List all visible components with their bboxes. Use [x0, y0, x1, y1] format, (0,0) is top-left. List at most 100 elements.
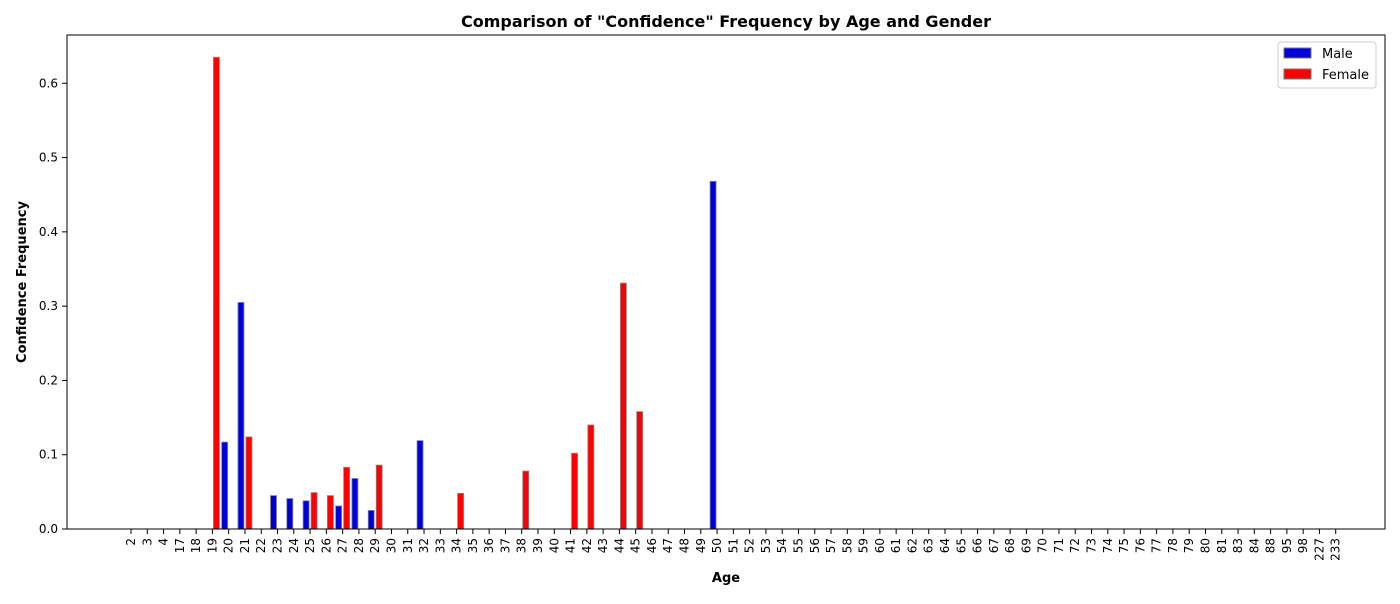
x-tick-label: 31 — [401, 538, 415, 553]
x-tick-label: 68 — [1003, 538, 1017, 553]
bar-male-25 — [302, 500, 310, 530]
bar-male-23 — [270, 495, 277, 530]
bar-female-26 — [326, 495, 334, 530]
x-tick-label: 33 — [433, 538, 447, 553]
x-tick-label: 70 — [1036, 538, 1050, 553]
bar-male-32 — [416, 440, 424, 530]
x-tick-label: 23 — [271, 538, 285, 553]
x-tick-label: 98 — [1296, 538, 1310, 553]
y-tick-label: 0.0 — [39, 522, 58, 536]
x-tick-label: 74 — [1101, 538, 1115, 553]
x-tick-label: 95 — [1280, 538, 1294, 553]
x-tick-label: 28 — [352, 538, 366, 553]
x-tick-label: 65 — [954, 538, 968, 553]
x-tick-label: 25 — [303, 538, 317, 553]
bar-male-21 — [237, 302, 245, 530]
x-tick-label: 79 — [1182, 538, 1196, 553]
x-tick-label: 41 — [564, 538, 578, 553]
x-tick-label: 88 — [1264, 538, 1278, 553]
y-axis: 0.0 0.1 0.2 0.3 0.4 0.5 0.6 — [39, 76, 67, 536]
bar-female-27 — [343, 466, 351, 530]
x-tick-label: 34 — [450, 538, 464, 553]
bar-female-19 — [212, 56, 220, 530]
x-tick-label: 18 — [189, 538, 203, 553]
x-tick-label: 44 — [612, 538, 626, 553]
x-tick-label: 66 — [971, 538, 985, 553]
x-tick-label: 30 — [384, 538, 398, 553]
x-tick-label: 72 — [1068, 538, 1082, 553]
x-tick-label: 39 — [531, 538, 545, 553]
legend-label-female: Female — [1322, 68, 1369, 83]
x-tick-label: 83 — [1231, 538, 1245, 553]
x-axis-label: Age — [712, 571, 740, 586]
x-tick-label: 43 — [596, 538, 610, 553]
bar-female-45 — [636, 411, 644, 530]
x-tick-label: 62 — [905, 538, 919, 553]
x-tick-label: 56 — [808, 538, 822, 553]
x-tick-label: 53 — [759, 538, 773, 553]
bar-female-34 — [457, 492, 465, 530]
x-tick-label: 4 — [157, 538, 171, 546]
x-tick-label: 61 — [889, 538, 903, 553]
x-tick-label: 73 — [1085, 538, 1099, 553]
x-tick-label: 64 — [938, 538, 952, 553]
bar-male-20 — [221, 441, 229, 530]
bar-female-44 — [620, 282, 627, 530]
x-tick-label: 38 — [515, 538, 529, 553]
legend-swatch-female — [1283, 68, 1312, 80]
x-tick-label: 17 — [173, 538, 187, 553]
bar-female-38 — [522, 470, 530, 530]
bar-female-42 — [587, 424, 595, 530]
bar-male-50 — [709, 180, 717, 530]
x-tick-label: 77 — [1150, 538, 1164, 553]
x-tick-label: 20 — [222, 538, 236, 553]
y-tick-label: 0.2 — [39, 373, 58, 387]
y-tick-label: 0.5 — [39, 151, 58, 165]
x-tick-label: 55 — [791, 538, 805, 553]
x-tick-label: 19 — [205, 538, 219, 553]
chart-title: Comparison of "Confidence" Frequency by … — [461, 12, 991, 31]
x-tick-label: 48 — [678, 538, 692, 553]
bar-female-41 — [571, 452, 578, 530]
x-tick-label: 84 — [1247, 538, 1261, 553]
x-tick-label: 54 — [775, 538, 789, 553]
x-tick-label: 35 — [466, 538, 480, 553]
legend-swatch-male — [1283, 47, 1312, 59]
bar-male-24 — [286, 498, 294, 530]
bar-male-28 — [351, 478, 359, 530]
x-tick-label: 29 — [368, 538, 382, 553]
x-tick-label: 75 — [1117, 538, 1131, 553]
x-tick-label: 51 — [726, 538, 740, 553]
plot-frame — [66, 34, 1386, 530]
x-tick-label: 78 — [1166, 538, 1180, 553]
x-tick-label: 32 — [417, 538, 431, 553]
x-tick-label: 3 — [140, 538, 154, 546]
bars — [212, 56, 717, 530]
x-tick-label: 47 — [661, 538, 675, 553]
bar-male-27 — [335, 505, 343, 530]
legend: Male Female — [1277, 41, 1377, 89]
x-axis: 2 3 4 17 18 19 20 21 22 23 24 25 26 27 28 29 30 31 32 33 34 3… — [124, 529, 1343, 561]
x-tick-label: 46 — [645, 538, 659, 553]
x-tick-label: 24 — [287, 538, 301, 553]
y-tick-label: 0.1 — [39, 448, 58, 462]
x-tick-label: 36 — [482, 538, 496, 553]
x-tick-label: 81 — [1215, 538, 1229, 553]
x-tick-label: 2 — [124, 538, 138, 546]
bar-female-21 — [245, 436, 253, 530]
bar-female-29 — [375, 464, 383, 530]
x-tick-label: 22 — [254, 538, 268, 553]
x-tick-label: 57 — [824, 538, 838, 553]
x-tick-label: 59 — [857, 538, 871, 553]
x-tick-label: 80 — [1198, 538, 1212, 553]
x-tick-label: 227 — [1312, 538, 1326, 561]
x-tick-label: 21 — [238, 538, 252, 553]
y-tick-label: 0.3 — [39, 299, 58, 313]
x-tick-label: 76 — [1133, 538, 1147, 553]
x-tick-label: 71 — [1052, 538, 1066, 553]
x-tick-label: 45 — [629, 538, 643, 553]
y-tick-label: 0.4 — [39, 225, 58, 239]
bar-male-29 — [367, 510, 375, 530]
